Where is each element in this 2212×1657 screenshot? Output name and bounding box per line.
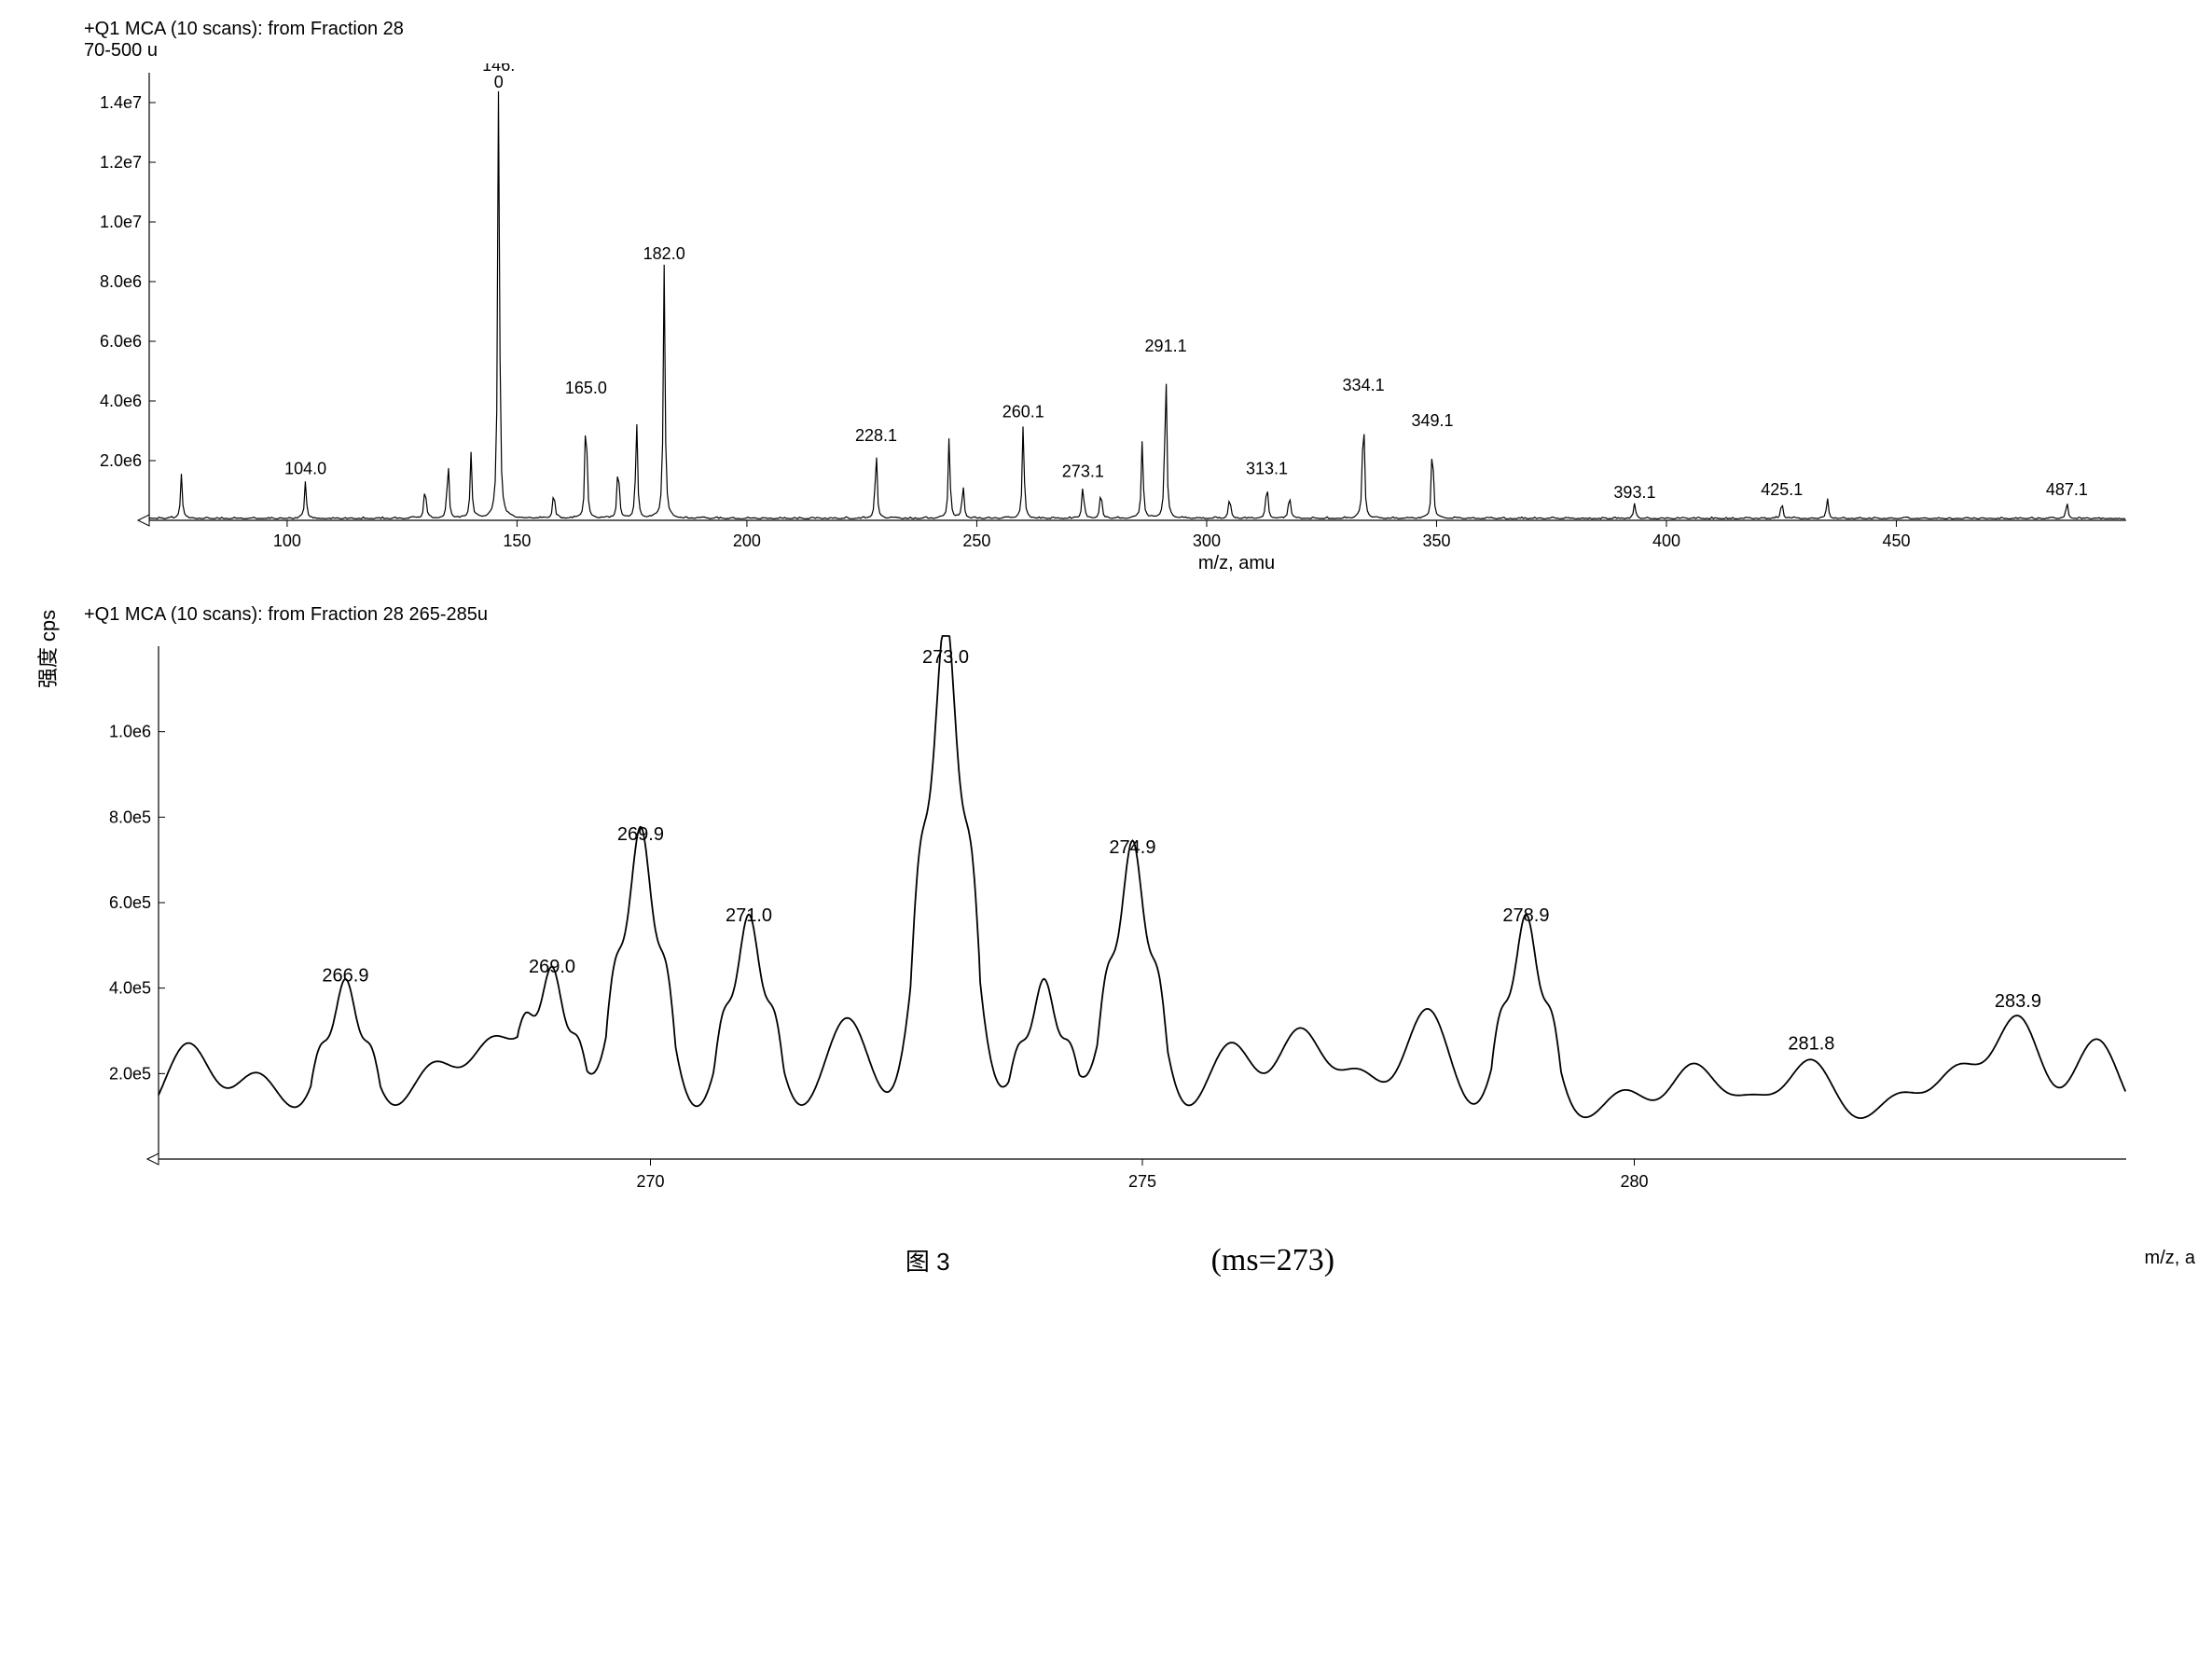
svg-text:393.1: 393.1 (1613, 483, 1655, 502)
svg-text:270: 270 (636, 1172, 664, 1191)
svg-text:450: 450 (1882, 532, 1910, 550)
chart1-svg: 2.0e6 4.0e6 6.0e6 8.0e6 1.0e7 1.2e7 1.4e7 100 15… (47, 63, 2154, 586)
svg-text:8.0e5: 8.0e5 (109, 808, 151, 826)
svg-text:275: 275 (1128, 1172, 1156, 1191)
svg-text:100: 100 (273, 532, 301, 550)
svg-text:260.1: 260.1 (1002, 403, 1044, 421)
ms-value: (ms=273) (1211, 1243, 1335, 1278)
svg-text:4.0e5: 4.0e5 (109, 979, 151, 998)
svg-text:349.1: 349.1 (1412, 411, 1454, 430)
svg-text:274.9: 274.9 (1109, 837, 1155, 858)
svg-text:271.0: 271.0 (726, 905, 772, 926)
svg-text:2.0e5: 2.0e5 (109, 1064, 151, 1083)
svg-text:425.1: 425.1 (1761, 480, 1803, 499)
svg-text:487.1: 487.1 (2046, 480, 2088, 499)
svg-text:200: 200 (733, 532, 761, 550)
svg-text:283.9: 283.9 (1995, 991, 2041, 1012)
svg-text:6.0e6: 6.0e6 (100, 332, 142, 351)
svg-text:313.1: 313.1 (1246, 459, 1288, 477)
svg-text:8.0e6: 8.0e6 (100, 272, 142, 291)
svg-text:1.0e6: 1.0e6 (109, 723, 151, 741)
svg-text:m/z, amu: m/z, amu (1198, 553, 1275, 573)
chart2-xlabel: m/z, a (2145, 1248, 2195, 1269)
chart1-title: +Q1 MCA (10 scans): from Fraction 28 70-… (84, 19, 2193, 62)
svg-text:2.0e6: 2.0e6 (100, 451, 142, 470)
svg-text:269.9: 269.9 (617, 824, 664, 845)
svg-text:280: 280 (1620, 1172, 1648, 1191)
svg-text:400: 400 (1652, 532, 1680, 550)
svg-text:278.9: 278.9 (1502, 905, 1549, 926)
svg-text:334.1: 334.1 (1343, 376, 1385, 394)
svg-text:4.0e6: 4.0e6 (100, 392, 142, 410)
svg-text:182.0: 182.0 (643, 244, 685, 263)
figure-number: 图 3 (906, 1243, 950, 1277)
svg-text:6.0e5: 6.0e5 (109, 893, 151, 912)
svg-text:165.0: 165.0 (565, 379, 607, 397)
svg-text:228.1: 228.1 (855, 426, 897, 445)
svg-text:104.0: 104.0 (284, 459, 326, 477)
chart2-svg: 2.0e5 4.0e5 6.0e5 8.0e5 1.0e6 270 275 280 266.9 2… (47, 628, 2154, 1224)
spectrum-zoom: +Q1 MCA (10 scans): from Fraction 28 265… (47, 604, 2193, 1224)
svg-text:250: 250 (962, 532, 990, 550)
svg-text:1.4e7: 1.4e7 (100, 93, 142, 112)
svg-text:150: 150 (503, 532, 531, 550)
svg-text:273.1: 273.1 (1062, 463, 1104, 481)
svg-text:1.2e7: 1.2e7 (100, 153, 142, 172)
svg-text:269.0: 269.0 (529, 957, 575, 977)
svg-text:291.1: 291.1 (1145, 337, 1187, 355)
spectrum-full-range: +Q1 MCA (10 scans): from Fraction 28 70-… (47, 19, 2193, 586)
svg-text:1.0e7: 1.0e7 (100, 213, 142, 231)
svg-text:266.9: 266.9 (322, 965, 368, 986)
svg-text:350: 350 (1422, 532, 1450, 550)
svg-text:281.8: 281.8 (1788, 1034, 1834, 1055)
svg-text:0: 0 (494, 73, 504, 91)
caption: 图 3 (ms=273) (47, 1243, 2193, 1278)
svg-text:300: 300 (1193, 532, 1221, 550)
svg-text:273.0: 273.0 (922, 647, 969, 668)
chart2-title: +Q1 MCA (10 scans): from Fraction 28 265… (84, 604, 2193, 626)
